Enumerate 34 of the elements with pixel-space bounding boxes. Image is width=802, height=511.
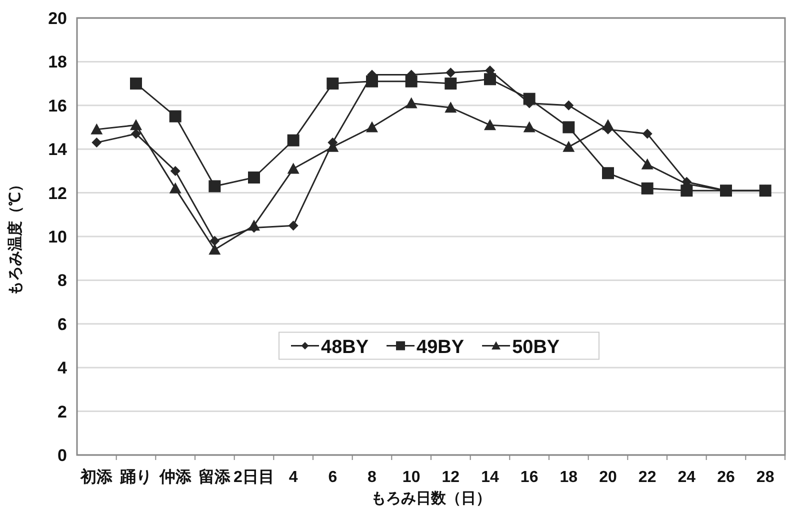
y-tick-label: 14: [48, 140, 68, 160]
x-axis-title: もろみ日数（日）: [371, 490, 491, 507]
y-tick-label: 0: [58, 446, 67, 465]
x-tick-label: 6: [328, 469, 338, 486]
y-tick-label: 20: [48, 9, 67, 28]
x-tick-label: 24: [678, 469, 696, 486]
y-tick-label: 2: [58, 402, 67, 422]
x-tick-label: 14: [481, 469, 499, 486]
x-tick-label: 20: [599, 469, 617, 486]
x-tick-label: 18: [560, 469, 578, 486]
x-tick-label: 4: [288, 469, 298, 486]
x-tick-label: 26: [717, 469, 735, 486]
x-tick-label: 8: [368, 469, 377, 486]
y-tick-label: 12: [48, 184, 67, 203]
x-tick-label: 初添: [80, 468, 113, 486]
x-tick-label: 12: [442, 469, 460, 486]
y-tick-label: 16: [48, 96, 67, 116]
legend-label: 50BY: [512, 336, 560, 358]
x-tick-label: 留添: [198, 468, 231, 486]
x-tick-label: 2日目: [234, 469, 274, 486]
legend-label: 49BY: [416, 336, 464, 358]
x-tick-label: 踊り: [119, 469, 152, 486]
y-tick-label: 6: [58, 314, 67, 334]
x-tick-label: 22: [638, 469, 656, 486]
legend-label: 48BY: [321, 336, 369, 358]
y-tick-label: 18: [48, 52, 67, 72]
x-tick-label: 16: [520, 469, 538, 486]
y-tick-label: 10: [48, 228, 67, 246]
y-tick-label: 4: [58, 358, 68, 378]
y-tick-label: 8: [58, 271, 67, 290]
x-tick-label: 10: [402, 469, 420, 486]
x-tick-label: 28: [756, 469, 774, 486]
x-tick-label: 仲添: [158, 468, 192, 486]
y-axis-title: もろみ温度（℃）: [6, 177, 24, 296]
